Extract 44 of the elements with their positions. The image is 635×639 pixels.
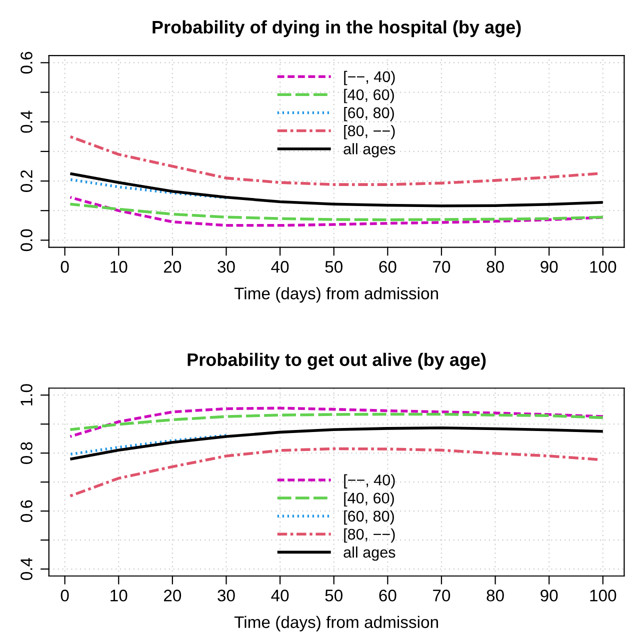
x-tick-label: 80 bbox=[486, 260, 504, 273]
x-tick-label: 20 bbox=[164, 590, 182, 602]
x-tick-label: 70 bbox=[433, 590, 450, 602]
legend-label: [−−, 40) bbox=[344, 474, 395, 488]
x-tick-label: 80 bbox=[486, 590, 504, 602]
x-tick-label: 40 bbox=[271, 590, 289, 602]
x-tick-label: 50 bbox=[325, 260, 342, 273]
legend-label: [60, 80) bbox=[344, 510, 394, 525]
x-tick-label: 10 bbox=[110, 260, 128, 273]
x-tick-label: 60 bbox=[379, 590, 396, 602]
legend-label: [60, 80) bbox=[344, 106, 394, 122]
x-tick-label: 30 bbox=[218, 260, 235, 273]
y-tick-label: 0.4 bbox=[20, 558, 32, 580]
y-tick-label: 0.4 bbox=[20, 110, 32, 133]
legend-label: [80, −−) bbox=[344, 528, 395, 543]
x-tick-label: 60 bbox=[379, 260, 396, 273]
legend-label: [40, 60) bbox=[344, 88, 394, 104]
x-tick-label: 10 bbox=[110, 590, 128, 602]
x-axis-title: Time (days) from admission bbox=[234, 616, 438, 632]
x-tick-label: 30 bbox=[218, 590, 235, 602]
chart-title: Probability of dying in the hospital (by age) bbox=[152, 20, 521, 38]
y-tick-label: 0.2 bbox=[20, 170, 32, 192]
x-tick-label: 90 bbox=[540, 590, 558, 602]
legend-label: [80, −−) bbox=[344, 125, 395, 140]
x-tick-label: 40 bbox=[271, 260, 289, 273]
legend-label: all ages bbox=[344, 143, 396, 158]
x-tick-label: 0 bbox=[60, 260, 69, 273]
y-tick-label: 0.0 bbox=[20, 229, 32, 252]
y-tick-label: 0.8 bbox=[20, 442, 32, 464]
x-tick-label: 70 bbox=[433, 260, 450, 273]
x-tick-label: 50 bbox=[325, 590, 342, 602]
x-tick-label: 100 bbox=[590, 590, 616, 602]
legend-label: all ages bbox=[344, 546, 396, 561]
chart-title: Probability to get out alive (by age) bbox=[188, 352, 486, 370]
x-tick-label: 100 bbox=[590, 260, 616, 273]
x-tick-label: 90 bbox=[540, 260, 558, 273]
x-tick-label: 20 bbox=[164, 260, 182, 273]
x-axis-title: Time (days) from admission bbox=[234, 287, 438, 303]
y-tick-label: 0.6 bbox=[20, 52, 32, 74]
x-tick-label: 0 bbox=[60, 590, 69, 602]
legend-label: [−−, 40) bbox=[344, 70, 395, 86]
legend-label: [40, 60) bbox=[344, 492, 394, 507]
y-tick-label: 0.6 bbox=[20, 500, 32, 522]
y-tick-label: 1.0 bbox=[20, 384, 32, 406]
